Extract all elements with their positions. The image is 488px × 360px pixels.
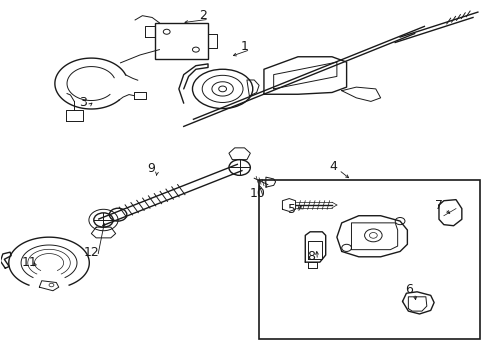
Text: 3: 3: [79, 96, 87, 109]
Text: 7: 7: [434, 199, 442, 212]
Text: 10: 10: [249, 187, 265, 200]
Text: 1: 1: [240, 40, 248, 53]
Text: 5: 5: [287, 203, 295, 216]
Text: 11: 11: [21, 256, 38, 269]
Text: 8: 8: [307, 250, 315, 263]
Bar: [259, 180, 479, 339]
Text: 6: 6: [404, 283, 412, 296]
Bar: [154, 23, 207, 59]
Text: 4: 4: [328, 160, 336, 173]
Text: 12: 12: [84, 246, 100, 259]
Text: 2: 2: [199, 9, 207, 22]
Text: 9: 9: [147, 162, 155, 175]
